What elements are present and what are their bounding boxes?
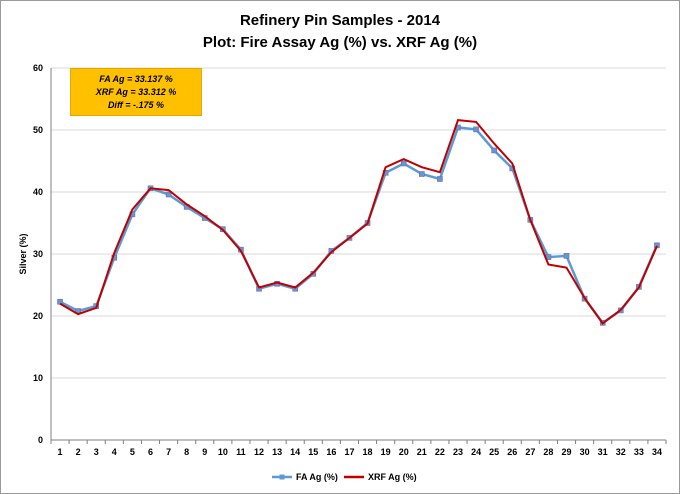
summary-annotation: FA Ag = 33.137 % XRF Ag = 33.312 % Diff … [70,68,202,116]
x-tick-label: 28 [543,447,553,457]
legend-marker-fa [279,474,285,480]
x-tick-label: 15 [308,447,318,457]
x-tick-label: 22 [435,447,445,457]
x-tick-label: 31 [598,447,608,457]
x-tick-label: 17 [344,447,354,457]
legend-label-fa: FA Ag (%) [296,472,338,482]
data-point [491,147,497,154]
x-tick-label: 26 [507,447,517,457]
y-tick-label: 20 [33,311,43,321]
x-tick-label: 3 [94,447,99,457]
x-tick-label: 4 [112,447,117,457]
x-tick-label: 23 [453,447,463,457]
data-point [563,253,570,259]
x-tick-label: 18 [363,447,373,457]
x-tick-label: 10 [218,447,228,457]
x-tick-label: 20 [399,447,409,457]
x-tick-label: 29 [562,447,572,457]
x-tick-label: 9 [202,447,207,457]
y-tick-label: 0 [38,435,43,445]
x-tick-label: 30 [580,447,590,457]
x-tick-label: 24 [471,447,481,457]
data-point [165,191,172,198]
annotation-diff: Diff = -.175 % [107,100,165,110]
annotation-fa: FA Ag = 33.137 % [99,74,173,84]
x-tick-label: 13 [272,447,282,457]
x-tick-label: 7 [166,447,171,457]
x-tick-label: 27 [525,447,535,457]
y-tick-label: 30 [33,249,43,259]
data-point [419,171,425,177]
x-tick-label: 34 [652,447,662,457]
legend-label-xrf: XRF Ag (%) [368,472,417,482]
x-tick-label: 5 [130,447,135,457]
x-tick-label: 11 [236,447,246,457]
y-tick-label: 60 [33,63,43,73]
y-tick-label: 10 [33,373,43,383]
data-point [400,160,407,167]
x-tick-label: 16 [326,447,336,457]
x-tick-label: 1 [58,447,63,457]
x-tick-label: 32 [616,447,626,457]
series-line-xrf [59,119,658,325]
x-tick-label: 8 [184,447,189,457]
y-axis-label: Silver (%) [18,233,28,274]
x-tick-label: 19 [381,447,391,457]
x-tick-label: 2 [76,447,81,457]
x-tick-label: 14 [290,447,300,457]
annotation-xrf: XRF Ag = 33.312 % [95,87,177,97]
y-tick-label: 50 [33,125,43,135]
data-point [473,126,479,133]
x-tick-label: 21 [417,447,427,457]
series-line-fa [59,126,659,325]
x-tick-label: 25 [489,447,499,457]
x-tick-label: 12 [254,447,264,457]
y-tick-label: 40 [33,187,43,197]
x-tick-label: 6 [148,447,153,457]
data-point [437,176,443,182]
chart-title: Refinery Pin Samples - 2014 [239,12,441,29]
x-tick-label: 33 [634,447,644,457]
chart-subtitle: Plot: Fire Assay Ag (%) vs. XRF Ag (%) [202,34,478,51]
